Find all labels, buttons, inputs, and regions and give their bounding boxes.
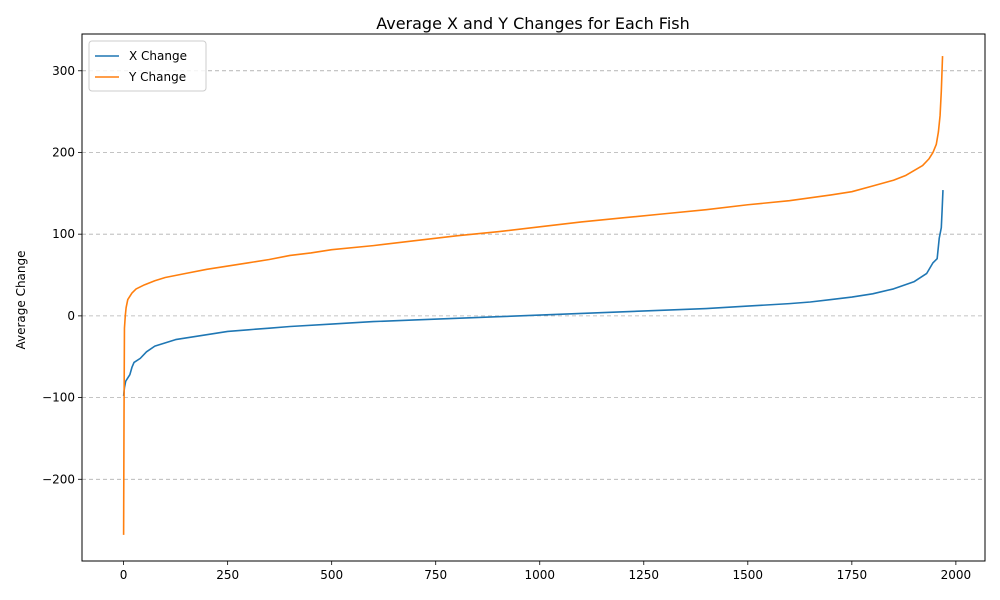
plot-frame [81,33,986,562]
x-tick-label: 500 [320,568,343,582]
y-tick-label: 0 [67,309,75,323]
series-line-x-change [122,190,944,397]
y-tick-label: −200 [42,472,75,486]
y-tick-label: 100 [52,227,75,241]
x-tick-label: 2000 [941,568,972,582]
x-tick-label: 250 [216,568,239,582]
x-tick-label: 1250 [629,568,660,582]
series-lines [122,56,944,535]
y-axis-label: Average Change [14,250,28,349]
x-tick-label: 750 [424,568,447,582]
legend-box [88,40,207,92]
x-tick-label: 1500 [733,568,764,582]
legend-label: Y Change [128,70,186,84]
y-tick-label: 200 [52,145,75,159]
x-tick-label: 1750 [837,568,868,582]
chart-title: Average X and Y Changes for Each Fish [376,14,690,33]
x-axis: 0 250 500 750 1000 1250 1500 1750 2000 [120,561,971,582]
y-tick-label: −100 [42,391,75,405]
x-tick-label: 0 [120,568,128,582]
y-axis: −200 −100 0 100 200 300 [42,64,82,486]
legend-label: X Change [129,49,187,63]
series-line-y-change [122,56,944,535]
y-tick-label: 300 [52,64,75,78]
x-tick-label: 1000 [524,568,555,582]
legend: X Change Y Change [88,40,207,92]
